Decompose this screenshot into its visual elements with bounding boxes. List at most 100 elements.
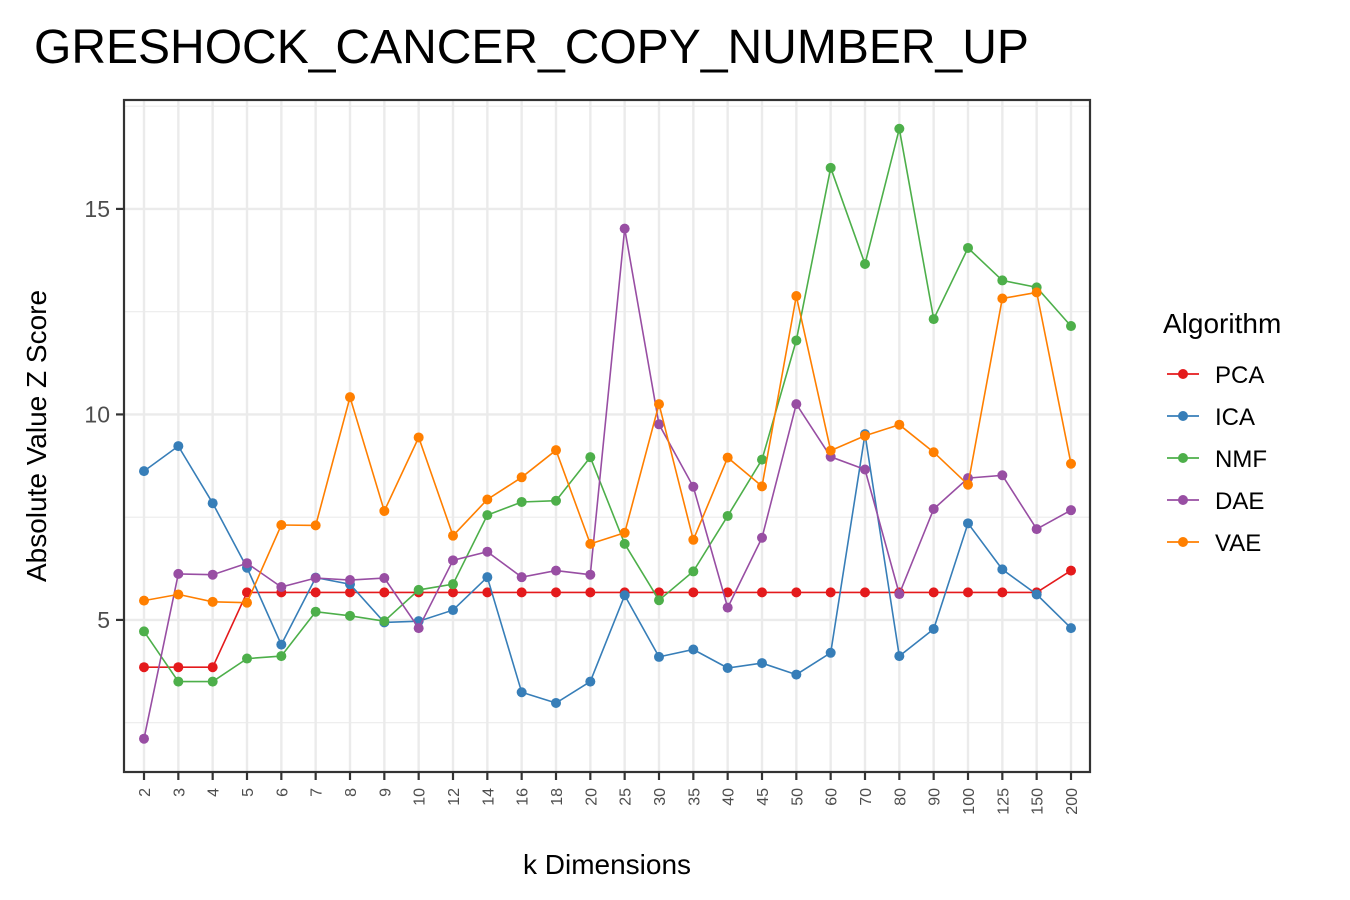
series-line-nmf bbox=[143, 128, 1072, 683]
data-point-vae bbox=[585, 538, 596, 549]
data-point-nmf bbox=[619, 538, 630, 549]
data-point-ica bbox=[619, 590, 630, 601]
x-tick-label: 35 bbox=[686, 788, 703, 806]
data-point-dae bbox=[482, 546, 493, 557]
legend-label-nmf: NMF bbox=[1215, 446, 1267, 473]
x-tick-label: 14 bbox=[480, 788, 497, 806]
data-point-nmf bbox=[688, 566, 699, 577]
data-point-vae bbox=[688, 534, 699, 545]
x-tick-label: 25 bbox=[618, 788, 635, 806]
legend-key-point bbox=[1178, 411, 1188, 421]
data-point-vae bbox=[1066, 458, 1076, 469]
data-point-nmf bbox=[928, 314, 939, 325]
data-point-pca bbox=[757, 587, 767, 598]
data-point-ica bbox=[173, 441, 184, 452]
data-point-pca bbox=[379, 587, 390, 598]
x-tick-label: 9 bbox=[377, 788, 394, 797]
data-point-ica bbox=[1031, 589, 1042, 600]
data-point-pca bbox=[963, 587, 973, 598]
data-point-ica bbox=[585, 676, 596, 687]
data-point-nmf bbox=[722, 510, 733, 521]
legend-title: Algorithm bbox=[1163, 308, 1281, 339]
data-point-nmf bbox=[310, 606, 321, 617]
data-point-vae bbox=[791, 291, 802, 302]
data-point-pca bbox=[345, 587, 355, 598]
data-point-pca bbox=[482, 587, 493, 598]
x-tick-label: 18 bbox=[549, 788, 566, 806]
data-point-dae bbox=[688, 481, 699, 492]
y-tick-label: 5 bbox=[97, 607, 110, 633]
data-point-nmf bbox=[860, 258, 870, 269]
series-line-ica bbox=[143, 434, 1072, 704]
data-point-vae bbox=[482, 494, 493, 505]
data-point-nmf bbox=[757, 454, 767, 465]
data-point-pca bbox=[207, 662, 218, 673]
data-point-nmf bbox=[276, 651, 287, 662]
y-axis-title: Absolute Value Z Score bbox=[21, 290, 52, 582]
data-point-nmf bbox=[516, 496, 527, 507]
data-point-pca bbox=[310, 587, 321, 598]
data-point-pca bbox=[997, 587, 1008, 598]
x-tick-label: 45 bbox=[755, 788, 772, 806]
data-point-dae bbox=[722, 602, 733, 613]
x-tick-label: 6 bbox=[274, 788, 291, 797]
x-tick-label: 200 bbox=[1064, 788, 1081, 815]
data-point-vae bbox=[448, 530, 458, 541]
data-point-ica bbox=[722, 663, 733, 674]
data-point-pca bbox=[928, 587, 939, 598]
data-point-vae bbox=[173, 589, 184, 600]
data-point-vae bbox=[860, 430, 870, 441]
legend-key-point bbox=[1178, 495, 1188, 505]
chart-title: GRESHOCK_CANCER_COPY_NUMBER_UP bbox=[34, 21, 1029, 74]
data-point-nmf bbox=[963, 242, 973, 253]
data-point-vae bbox=[413, 432, 424, 443]
data-point-dae bbox=[860, 464, 870, 475]
data-point-nmf bbox=[173, 676, 184, 687]
data-point-nmf bbox=[482, 510, 493, 521]
data-point-vae bbox=[963, 479, 973, 490]
x-tick-label: 40 bbox=[721, 788, 738, 806]
data-point-pca bbox=[1066, 565, 1076, 576]
data-point-ica bbox=[207, 498, 218, 509]
data-point-pca bbox=[860, 587, 870, 598]
data-point-nmf bbox=[139, 626, 149, 637]
data-point-dae bbox=[448, 555, 458, 566]
data-point-vae bbox=[928, 447, 939, 458]
data-point-nmf bbox=[207, 676, 218, 687]
data-point-dae bbox=[173, 568, 184, 579]
data-point-ica bbox=[654, 651, 664, 662]
data-point-vae bbox=[619, 527, 630, 538]
series-line-pca bbox=[144, 569, 1072, 669]
data-point-dae bbox=[345, 575, 355, 586]
data-point-dae bbox=[310, 573, 321, 584]
data-point-vae bbox=[894, 419, 905, 430]
data-point-pca bbox=[173, 662, 184, 673]
data-point-vae bbox=[825, 445, 836, 456]
legend-label-dae: DAE bbox=[1215, 488, 1264, 515]
data-point-vae bbox=[139, 595, 149, 606]
data-point-dae bbox=[551, 565, 561, 576]
data-point-nmf bbox=[791, 335, 802, 346]
legend-label-pca: PCA bbox=[1215, 362, 1264, 389]
data-point-vae bbox=[345, 392, 355, 403]
data-point-nmf bbox=[997, 275, 1008, 286]
data-point-vae bbox=[722, 452, 733, 463]
data-point-dae bbox=[413, 623, 424, 634]
x-tick-label: 5 bbox=[240, 788, 257, 797]
x-tick-label: 30 bbox=[652, 788, 669, 806]
data-point-ica bbox=[894, 651, 905, 662]
data-point-dae bbox=[894, 589, 905, 600]
data-point-ica bbox=[688, 644, 699, 655]
data-point-nmf bbox=[654, 595, 664, 606]
x-tick-label: 2 bbox=[137, 788, 154, 797]
data-point-nmf bbox=[1066, 321, 1076, 332]
data-point-nmf bbox=[448, 579, 458, 590]
data-point-dae bbox=[242, 558, 252, 569]
series-line-vae bbox=[143, 291, 1072, 604]
data-point-nmf bbox=[551, 495, 561, 506]
data-point-dae bbox=[276, 582, 287, 593]
gridlines bbox=[124, 100, 1090, 772]
legend-label-ica: ICA bbox=[1215, 404, 1255, 431]
data-point-vae bbox=[516, 472, 527, 483]
